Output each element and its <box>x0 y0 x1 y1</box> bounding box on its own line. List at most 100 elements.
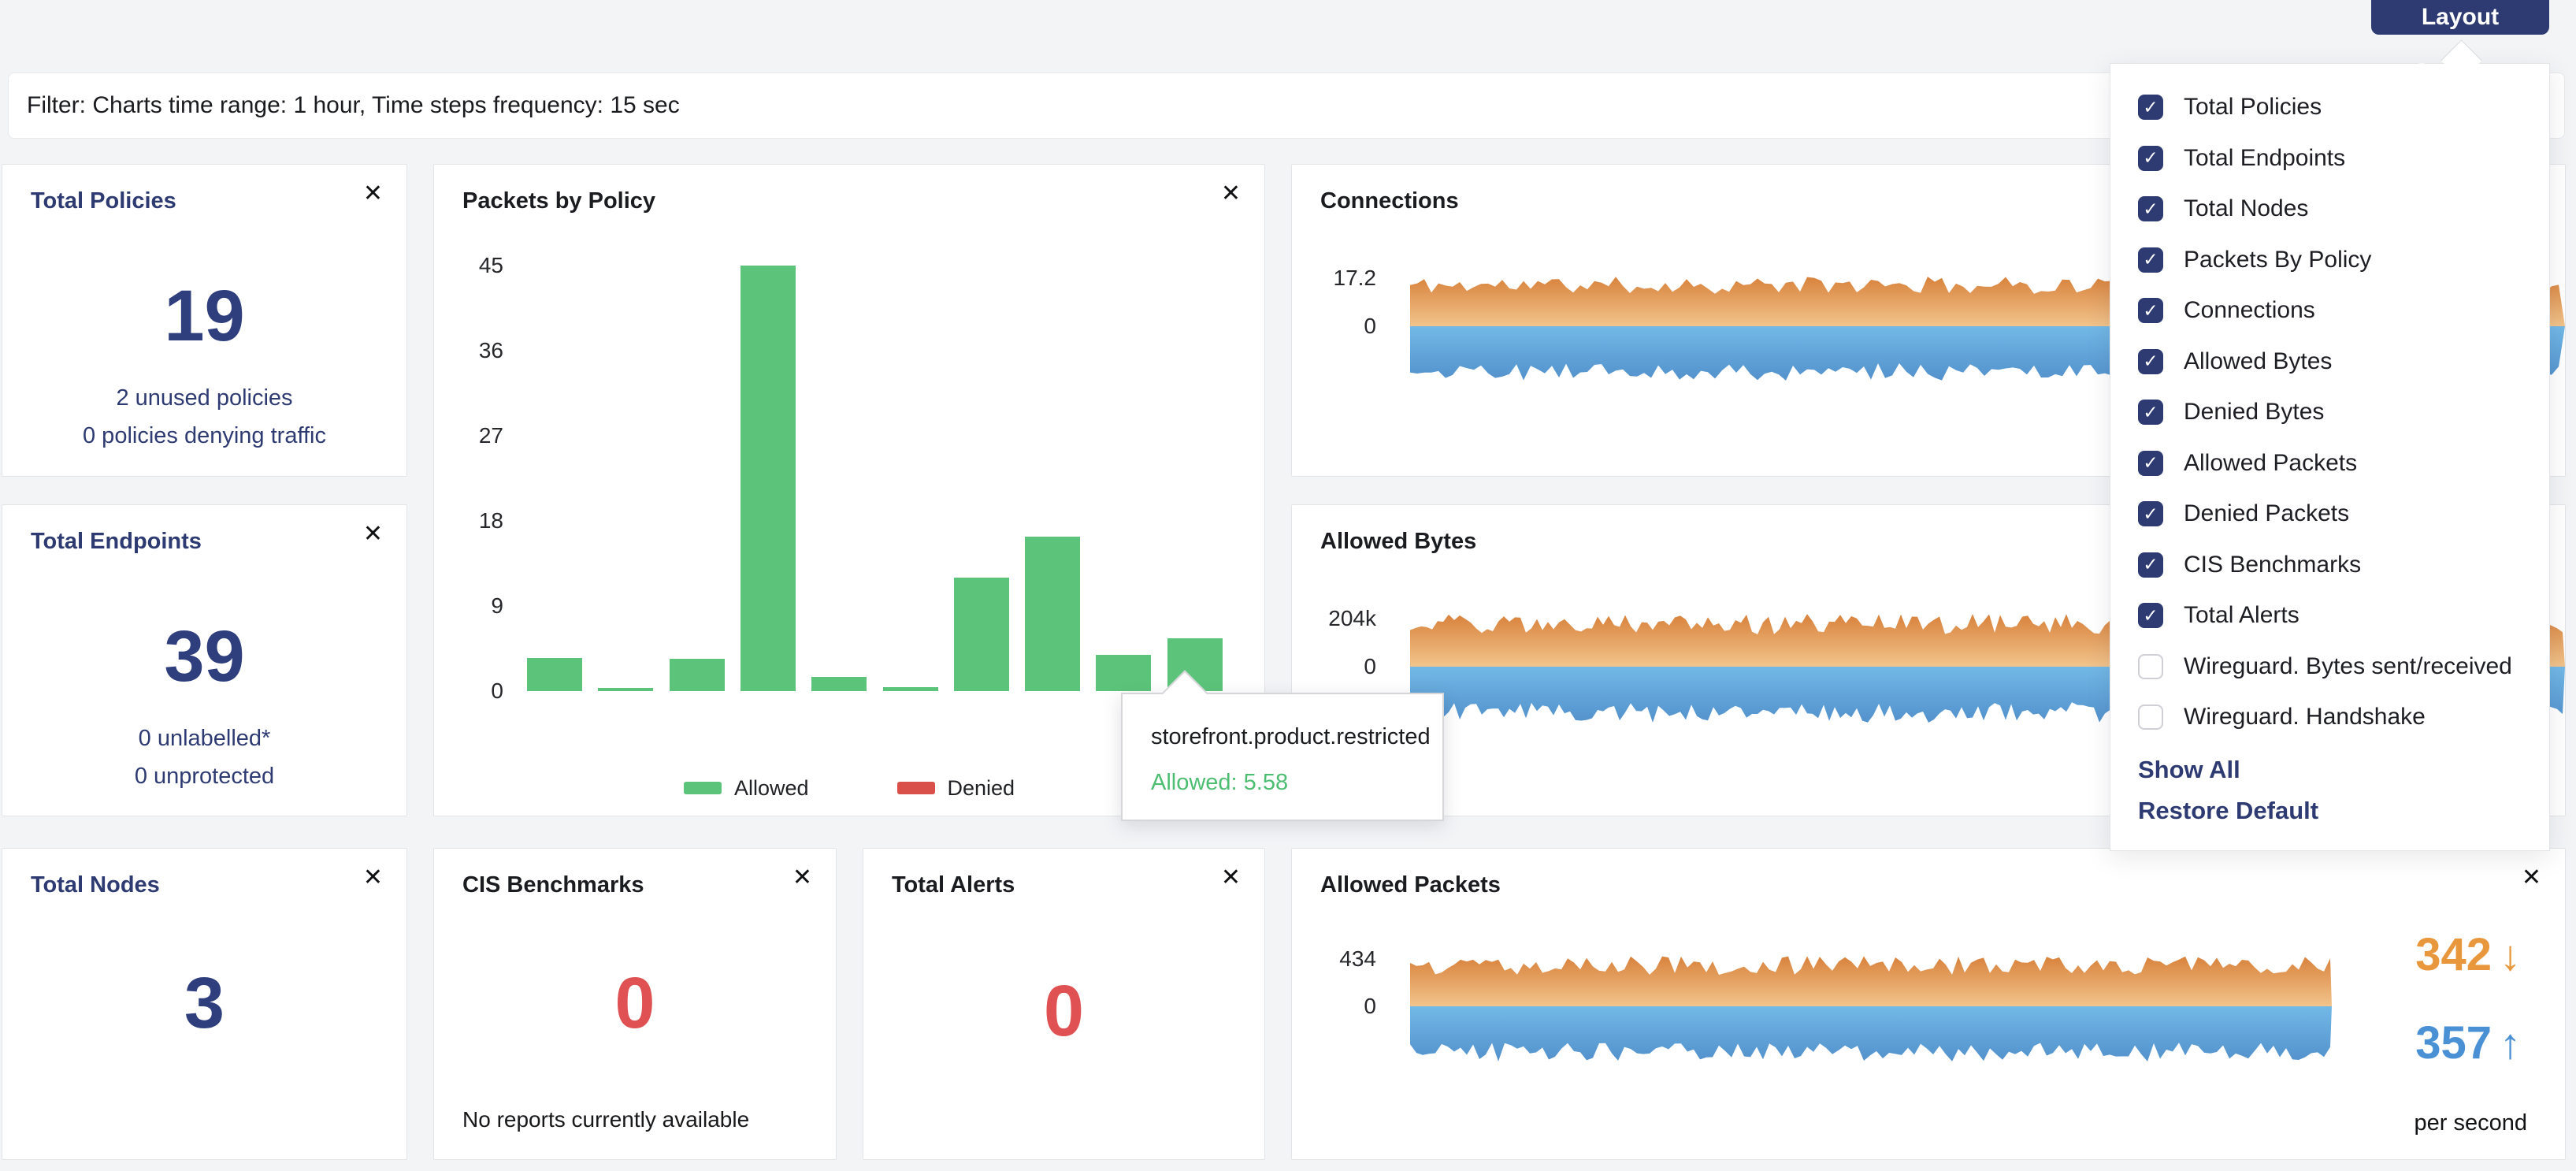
allowed-bar[interactable] <box>669 659 725 691</box>
layout-settings-option[interactable]: ✓ Denied Bytes <box>2138 387 2549 438</box>
chart-tooltip: storefront.product.restricted Allowed: 5… <box>1121 670 1444 821</box>
allowed-bar[interactable] <box>1096 655 1152 691</box>
checkbox-checked-icon[interactable]: ✓ <box>2138 450 2163 476</box>
rate-up-value: 357 <box>2415 1017 2492 1069</box>
card-title: Total Nodes <box>31 872 160 898</box>
layout-settings-option-list: ✓ Total Policies ✓ Total Endpoints ✓ Total No… <box>2110 64 2549 743</box>
checkbox-checked-icon[interactable]: ✓ <box>2138 247 2163 273</box>
allowed-bar[interactable] <box>527 658 582 691</box>
allowed-bar[interactable] <box>740 266 796 691</box>
checkbox-checked-icon[interactable]: ✓ <box>2138 552 2163 578</box>
layout-settings-dropdown: ✓ Total Policies ✓ Total Endpoints ✓ Total No… <box>2110 63 2550 851</box>
y-axis-tick-label: 27 <box>478 423 503 448</box>
layout-settings-option-label: Allowed Bytes <box>2184 348 2333 374</box>
legend-swatch-icon <box>683 782 722 794</box>
layout-settings-option[interactable]: ✓ Total Alerts <box>2138 590 2549 641</box>
total-nodes-value: 3 <box>184 963 225 1043</box>
legend-label: Allowed <box>733 775 809 800</box>
layout-settings-option-label: Total Alerts <box>2184 602 2299 629</box>
layout-settings-option-label: Denied Bytes <box>2184 399 2325 426</box>
close-icon[interactable]: ✕ <box>362 521 383 547</box>
layout-settings-links: Show All Restore Default <box>2110 749 2549 831</box>
card-title: Packets by Policy <box>462 188 656 214</box>
legend-item[interactable]: Allowed <box>683 775 809 801</box>
layout-settings-option-label: Total Endpoints <box>2184 144 2346 171</box>
stat-subline: 0 policies denying traffic <box>83 423 326 448</box>
restore-default-link[interactable]: Restore Default <box>2138 796 2319 824</box>
y-axis-zero-label: 0 <box>1364 654 1376 678</box>
card-title: Total Policies <box>31 188 176 214</box>
show-all-link[interactable]: Show All <box>2138 755 2240 783</box>
layout-settings-option[interactable]: ✓ Allowed Bytes <box>2138 336 2549 388</box>
legend-item[interactable]: Denied <box>896 775 1015 801</box>
layout-settings-option[interactable]: ✓ Connections <box>2138 285 2549 336</box>
checkbox-checked-icon[interactable]: ✓ <box>2138 400 2163 426</box>
allowed-bar[interactable] <box>811 677 867 691</box>
checkbox-unchecked-icon[interactable] <box>2138 704 2163 730</box>
layout-settings-option[interactable]: ✓ Total Endpoints <box>2138 133 2549 184</box>
layout-settings-option-label: Wireguard. Bytes sent/received <box>2184 652 2512 679</box>
layout-settings-option-label: Total Nodes <box>2184 195 2309 222</box>
layout-settings-option-label: Allowed Packets <box>2184 449 2358 476</box>
close-icon[interactable]: ✕ <box>2521 864 2541 890</box>
cis-benchmarks-note: No reports currently available <box>462 1107 750 1132</box>
layout-settings-option-label: Connections <box>2184 297 2315 324</box>
y-axis-tick-label: 9 <box>491 593 503 618</box>
total-endpoints-card: Total Endpoints ✕ 39 0 unlabelled* 0 unp… <box>2 504 407 816</box>
close-icon[interactable]: ✕ <box>362 864 383 890</box>
close-icon[interactable]: ✕ <box>1220 864 1241 890</box>
layout-settings-option-label: Packets By Policy <box>2184 246 2372 273</box>
rate-down: 342 ↓ <box>2415 932 2521 978</box>
checkbox-checked-icon[interactable]: ✓ <box>2138 348 2163 374</box>
checkbox-checked-icon[interactable]: ✓ <box>2138 196 2163 222</box>
layout-settings-option[interactable]: ✓ Denied Packets <box>2138 489 2549 540</box>
layout-settings-option[interactable]: Wireguard. Bytes sent/received <box>2138 641 2549 693</box>
y-axis-top-label: 204k <box>1328 606 1376 630</box>
checkbox-unchecked-icon[interactable] <box>2138 653 2163 679</box>
layout-settings-button[interactable]: Layout Settings <box>2371 0 2549 85</box>
close-icon[interactable]: ✕ <box>362 180 383 206</box>
layout-settings-option-label: Total Policies <box>2184 94 2322 121</box>
card-title: Allowed Packets <box>1320 872 1501 898</box>
rate-up: 357 ↑ <box>2415 1020 2521 1066</box>
y-axis-top-label: 17.2 <box>1333 266 1377 290</box>
layout-settings-option[interactable]: ✓ Allowed Packets <box>2138 438 2549 489</box>
total-policies-card: Total Policies ✕ 19 2 unused policies 0 … <box>2 164 407 477</box>
checkbox-checked-icon[interactable]: ✓ <box>2138 95 2163 121</box>
close-icon[interactable]: ✕ <box>792 864 812 890</box>
checkbox-checked-icon[interactable]: ✓ <box>2138 145 2163 171</box>
checkbox-checked-icon[interactable]: ✓ <box>2138 603 2163 629</box>
legend-label: Denied <box>947 775 1015 800</box>
tooltip-policy-name: storefront.product.restricted <box>1151 724 1431 749</box>
total-alerts-card: Total Alerts ✕ 0 <box>863 848 1265 1160</box>
card-title: Total Endpoints <box>31 529 202 554</box>
rate-unit-label: per second <box>2414 1110 2528 1136</box>
card-title: Allowed Bytes <box>1320 529 1477 554</box>
allowed-bar[interactable] <box>882 687 938 691</box>
y-axis-tick-label: 18 <box>478 508 503 533</box>
cis-benchmarks-value: 0 <box>614 963 655 1043</box>
layout-settings-option[interactable]: ✓ CIS Benchmarks <box>2138 540 2549 591</box>
total-alerts-value: 0 <box>1043 971 1085 1051</box>
allowed-bar[interactable] <box>598 688 654 691</box>
allowed-bar[interactable] <box>1025 537 1081 691</box>
tooltip-allowed-value: Allowed: 5.58 <box>1151 770 1289 795</box>
layout-settings-option[interactable]: ✓ Total Nodes <box>2138 184 2549 235</box>
checkbox-checked-icon[interactable]: ✓ <box>2138 501 2163 527</box>
card-title: Connections <box>1320 188 1459 214</box>
allowed-bar[interactable] <box>953 578 1009 691</box>
layout-settings-option-label: CIS Benchmarks <box>2184 551 2362 578</box>
stat-subline: 2 unused policies <box>116 385 293 411</box>
layout-settings-option[interactable]: Wireguard. Handshake <box>2138 692 2549 743</box>
close-icon[interactable]: ✕ <box>1220 180 1241 206</box>
layout-settings-option[interactable]: ✓ Total Policies <box>2138 82 2549 133</box>
y-axis-tick-label: 45 <box>478 253 503 277</box>
layout-settings-option[interactable]: ✓ Packets By Policy <box>2138 235 2549 286</box>
filter-summary-text: Filter: Charts time range: 1 hour, Time … <box>27 92 680 118</box>
card-title: CIS Benchmarks <box>462 872 644 898</box>
checkbox-checked-icon[interactable]: ✓ <box>2138 298 2163 324</box>
rate-down-value: 342 <box>2415 929 2492 980</box>
arrow-down-icon: ↓ <box>2500 932 2521 980</box>
total-endpoints-value: 39 <box>164 616 245 697</box>
